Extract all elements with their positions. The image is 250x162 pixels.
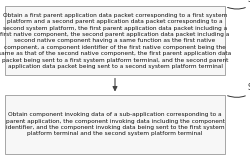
FancyBboxPatch shape <box>5 6 225 75</box>
Text: Obtain a first parent application data packet corresponding to a first system
pl: Obtain a first parent application data p… <box>0 13 232 69</box>
FancyBboxPatch shape <box>5 95 225 154</box>
Text: S310: S310 <box>228 0 250 9</box>
Text: Obtain component invoking data of a sub-application corresponding to a
parent ap: Obtain component invoking data of a sub-… <box>6 112 224 136</box>
Text: S320: S320 <box>228 83 250 97</box>
